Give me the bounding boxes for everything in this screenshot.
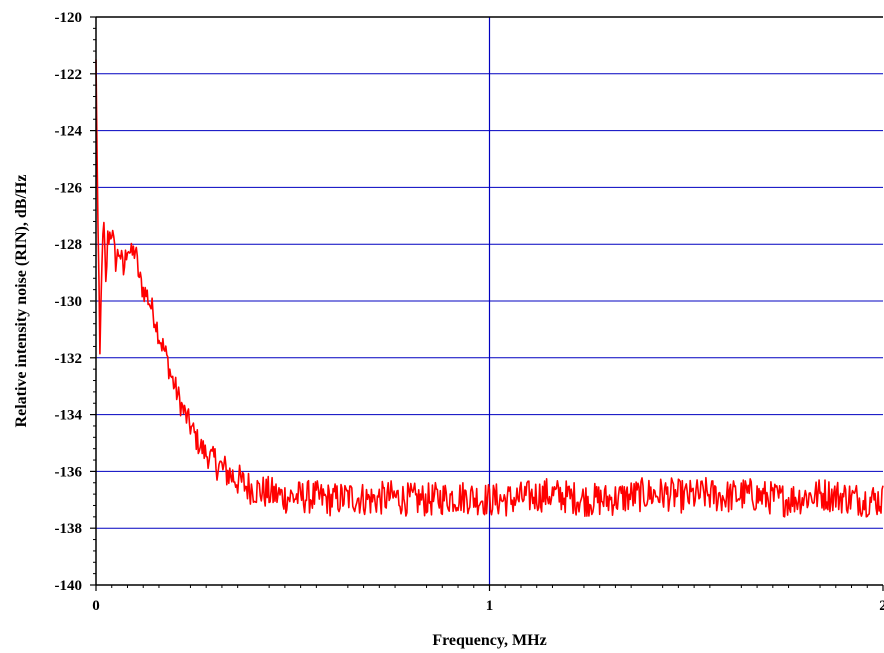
y-tick-label: -138: [55, 521, 83, 537]
y-tick-label: -132: [55, 351, 83, 367]
rin-trace-line: [95, 59, 884, 518]
y-tick-label: -128: [55, 237, 83, 253]
y-tick-label: -122: [55, 67, 83, 83]
tick-labels: -120 -122 -124 -126 -128 -130 -132 -134 -136 -138…: [55, 10, 884, 614]
x-tick-label: 0: [92, 598, 100, 614]
x-axis-title: Frequency, MHz: [432, 632, 546, 649]
y-tick-label: -126: [55, 180, 83, 196]
rin-series: [95, 59, 884, 518]
y-tick-label: -134: [55, 408, 83, 424]
y-tick-label: -120: [55, 10, 83, 26]
y-tick-label: -124: [55, 124, 83, 140]
y-tick-label: -140: [55, 578, 83, 594]
y-axis-title: Relative intensity noise (RIN), dB/Hz: [13, 175, 30, 428]
y-tick-label: -130: [55, 294, 83, 310]
x-tick-label: 2: [879, 598, 884, 614]
y-tick-label: -136: [55, 464, 83, 480]
x-tick-label: 1: [486, 598, 494, 614]
axes: [90, 16, 884, 591]
